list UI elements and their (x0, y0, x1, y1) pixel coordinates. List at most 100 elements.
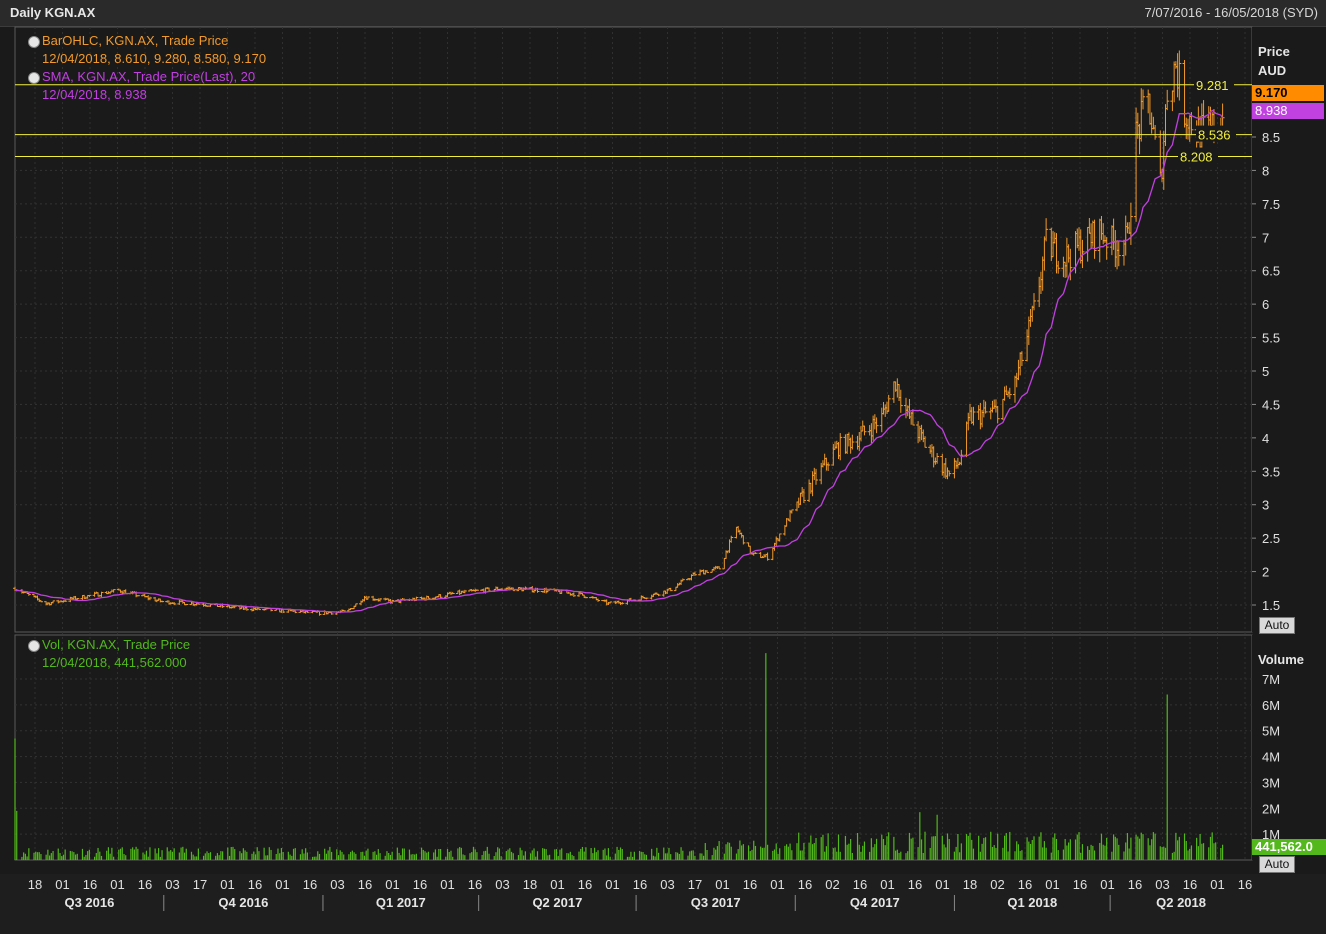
ohlc-legend-values: 12/04/2018, 8.610, 9.280, 8.580, 9.170 (42, 51, 267, 66)
day-tick-label: 01 (1210, 877, 1224, 892)
day-tick-label: 16 (358, 877, 372, 892)
day-tick-label: 01 (440, 877, 454, 892)
time-axis-area (0, 874, 1326, 934)
day-tick-label: 17 (193, 877, 207, 892)
price-tick-label: 7 (1262, 230, 1269, 245)
reference-label-bg (1178, 147, 1218, 164)
quarter-label: Q2 2017 (532, 895, 582, 910)
day-tick-label: 16 (1128, 877, 1142, 892)
day-tick-label: 16 (578, 877, 592, 892)
price-axis-area (1252, 27, 1326, 632)
day-tick-label: 01 (220, 877, 234, 892)
day-tick-label: 01 (770, 877, 784, 892)
day-tick-label: 16 (633, 877, 647, 892)
day-tick-label: 01 (275, 877, 289, 892)
sma-value-tag: 8.938 (1252, 103, 1324, 119)
reference-label-bg (1196, 125, 1236, 142)
day-tick-label: 18 (523, 877, 537, 892)
quarter-label: Q1 2017 (376, 895, 426, 910)
last-price-tag: 9.170 (1252, 85, 1324, 101)
date-range[interactable]: 7/07/2016 - 16/05/2018 (SYD) (1144, 5, 1318, 20)
day-tick-label: 16 (1183, 877, 1197, 892)
volume-axis-title: Volume (1258, 652, 1304, 667)
day-tick-label: 01 (880, 877, 894, 892)
price-tick-label: 4.5 (1262, 397, 1280, 412)
reference-line-label: 9.281 (1196, 78, 1229, 93)
day-tick-label: 16 (413, 877, 427, 892)
price-tick-label: 1.5 (1262, 598, 1280, 613)
day-tick-label: 03 (495, 877, 509, 892)
volume-tick-label: 4M (1262, 750, 1280, 765)
price-axis-title: Price (1258, 44, 1290, 59)
price-tick-label: 5.5 (1262, 331, 1280, 346)
price-axis-unit: AUD (1258, 63, 1287, 78)
volume-tick-label: 3M (1262, 775, 1280, 790)
chart-title: Daily KGN.AX (10, 5, 96, 20)
day-tick-label: 02 (990, 877, 1004, 892)
volume-pane (14, 634, 1253, 861)
volume-legend-values: 12/04/2018, 441,562.000 (42, 655, 187, 670)
day-tick-label: 16 (303, 877, 317, 892)
reference-line-label: 8.208 (1180, 150, 1213, 165)
day-tick-label: 01 (1045, 877, 1059, 892)
day-tick-label: 16 (798, 877, 812, 892)
day-tick-label: 01 (1100, 877, 1114, 892)
volume-legend-label: Vol, KGN.AX, Trade Price (42, 637, 191, 652)
price-tick-label: 4 (1262, 431, 1269, 446)
day-tick-label: 01 (935, 877, 949, 892)
price-tick-label: 5 (1262, 364, 1269, 379)
price-auto-scale-button[interactable]: Auto (1259, 617, 1295, 634)
ohlc-legend-label: BarOHLC, KGN.AX, Trade Price (42, 33, 229, 48)
price-pane (14, 26, 1253, 633)
day-tick-label: 03 (660, 877, 674, 892)
volume-auto-scale-button[interactable]: Auto (1259, 856, 1295, 873)
day-tick-label: 16 (468, 877, 482, 892)
price-tick-label: 3 (1262, 498, 1269, 513)
day-tick-label: 16 (1073, 877, 1087, 892)
day-tick-label: 01 (110, 877, 124, 892)
quarter-label: Q4 2017 (850, 895, 900, 910)
price-tick-label: 8.5 (1262, 130, 1280, 145)
quarter-label: Q1 2018 (1007, 895, 1057, 910)
last-volume-tag: 441,562.0 (1252, 839, 1326, 855)
volume-tick-label: 2M (1262, 801, 1280, 816)
day-tick-label: 03 (165, 877, 179, 892)
day-tick-label: 01 (55, 877, 69, 892)
price-tick-label: 6 (1262, 297, 1269, 312)
volume-tick-label: 6M (1262, 698, 1280, 713)
quarter-label: Q4 2016 (218, 895, 268, 910)
day-tick-label: 16 (743, 877, 757, 892)
volume-tick-label: 7M (1262, 672, 1280, 687)
day-tick-label: 16 (908, 877, 922, 892)
day-tick-label: 01 (385, 877, 399, 892)
day-tick-label: 16 (1018, 877, 1032, 892)
volume-legend-icon[interactable] (28, 640, 40, 652)
sma-legend-icon[interactable] (28, 72, 40, 84)
day-tick-label: 01 (605, 877, 619, 892)
ohlc-legend-icon[interactable] (28, 36, 40, 48)
quarter-label: Q2 2018 (1156, 895, 1206, 910)
day-tick-label: 16 (138, 877, 152, 892)
volume-bars (14, 653, 1224, 860)
volume-tick-label: 1M (1262, 827, 1280, 842)
sma-line (15, 109, 1224, 613)
day-tick-label: 03 (1155, 877, 1169, 892)
volume-tick-label: 5M (1262, 724, 1280, 739)
sma-legend-values: 12/04/2018, 8.938 (42, 87, 147, 102)
price-tick-label: 2 (1262, 565, 1269, 580)
price-tick-label: 3.5 (1262, 464, 1280, 479)
day-tick-label: 16 (248, 877, 262, 892)
day-tick-label: 02 (825, 877, 839, 892)
quarter-label: Q3 2017 (691, 895, 741, 910)
sma-legend-label: SMA, KGN.AX, Trade Price(Last), 20 (42, 69, 256, 84)
day-tick-label: 18 (963, 877, 977, 892)
day-tick-label: 01 (715, 877, 729, 892)
price-tick-label: 2.5 (1262, 531, 1280, 546)
price-tick-label: 6.5 (1262, 264, 1280, 279)
price-tick-label: 7.5 (1262, 197, 1280, 212)
quarter-label: Q3 2016 (64, 895, 114, 910)
day-tick-label: 17 (688, 877, 702, 892)
day-tick-label: 16 (853, 877, 867, 892)
day-tick-label: 03 (330, 877, 344, 892)
